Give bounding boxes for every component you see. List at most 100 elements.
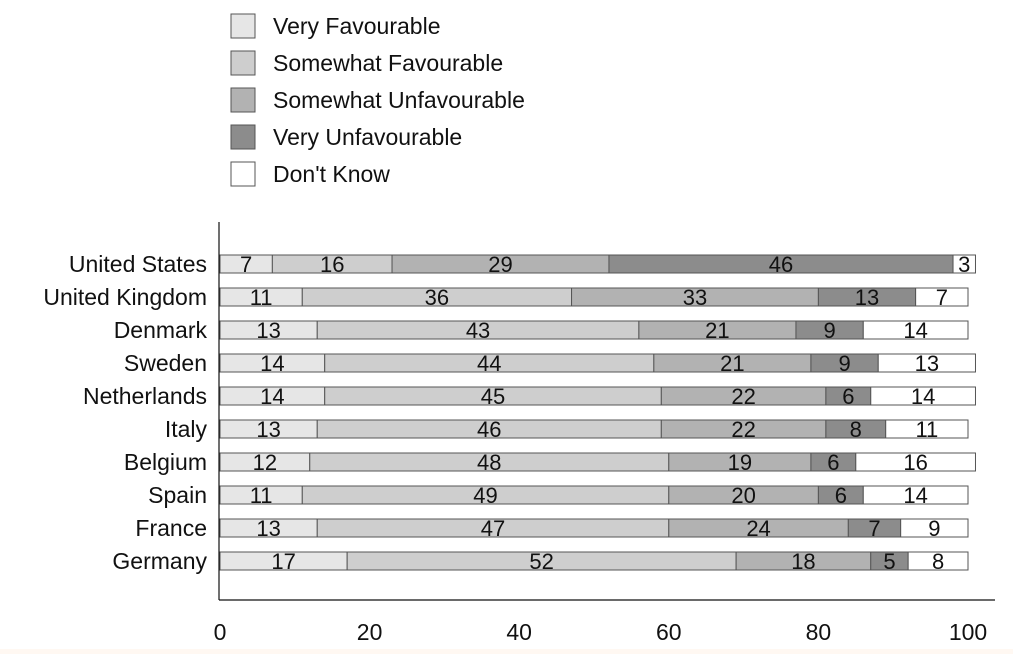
data-label: 46 <box>477 417 501 442</box>
legend-swatch-don-t-know <box>230 161 256 187</box>
bar-segment-don-t-know <box>900 518 969 538</box>
bar-segment-don-t-know <box>907 551 969 571</box>
data-label: 18 <box>791 549 815 574</box>
data-label: 46 <box>769 252 793 277</box>
bar-segment-don-t-know <box>952 254 976 274</box>
bar-row-united-states: 7 16 29 46 3 <box>219 252 976 277</box>
x-tick-label: 40 <box>506 619 532 645</box>
data-label: 43 <box>466 318 490 343</box>
bar-row-spain: 11 49 20 6 14 <box>219 483 969 508</box>
data-label: 11 <box>915 417 938 442</box>
bar-row-italy: 13 46 22 8 11 <box>219 417 969 442</box>
data-label: 16 <box>320 252 344 277</box>
data-label: 13 <box>256 417 280 442</box>
data-label: 16 <box>903 450 927 475</box>
legend-swatch-somewhat-favourable <box>230 50 256 76</box>
y-axis-labels: United States United Kingdom Denmark Sweden… <box>43 251 207 574</box>
y-tick-label: Denmark <box>114 317 208 343</box>
data-label: 14 <box>911 384 935 409</box>
bar-segment-don-t-know <box>870 386 976 406</box>
bar-row-united-kingdom: 11 36 33 13 7 <box>219 285 969 310</box>
data-label: 13 <box>915 351 939 376</box>
data-label: 8 <box>932 549 944 574</box>
data-label: 9 <box>838 351 850 376</box>
data-label: 11 <box>250 483 273 508</box>
legend: Very Favourable Somewhat Favourable Somewh… <box>230 13 525 187</box>
y-tick-label: Spain <box>148 482 207 508</box>
data-label: 6 <box>827 450 839 475</box>
data-label: 8 <box>850 417 862 442</box>
legend-label-very-favourable: Very Favourable <box>273 13 440 39</box>
y-tick-label: Sweden <box>124 350 207 376</box>
data-label: 6 <box>835 483 847 508</box>
data-label: 44 <box>477 351 501 376</box>
bar-row-sweden: 14 44 21 9 13 <box>219 351 976 376</box>
data-label: 49 <box>473 483 497 508</box>
bar-row-germany: 17 52 18 5 8 <box>219 549 969 574</box>
y-tick-label: Italy <box>165 416 208 442</box>
data-label: 12 <box>253 450 277 475</box>
bar-segment-don-t-know <box>862 320 969 340</box>
y-tick-label: United Kingdom <box>43 284 207 310</box>
x-tick-label: 20 <box>357 619 383 645</box>
data-label: 20 <box>731 483 755 508</box>
bar-segment-don-t-know <box>862 485 969 505</box>
data-label: 21 <box>720 351 744 376</box>
legend-label-somewhat-favourable: Somewhat Favourable <box>273 50 503 76</box>
x-tick-label: 0 <box>214 619 227 645</box>
bar-row-netherlands: 14 45 22 6 14 <box>219 384 976 409</box>
y-tick-label: United States <box>69 251 207 277</box>
legend-swatch-somewhat-unfavourable <box>230 87 256 113</box>
bar-row-denmark: 13 43 21 9 14 <box>219 318 969 343</box>
y-tick-label: France <box>135 515 207 541</box>
data-label: 13 <box>256 516 280 541</box>
legend-swatch-very-favourable <box>230 13 256 39</box>
bar-segment-don-t-know <box>915 287 969 307</box>
data-label: 9 <box>823 318 835 343</box>
data-label: 13 <box>256 318 280 343</box>
legend-swatch-very-unfavourable <box>230 124 256 150</box>
data-label: 52 <box>529 549 553 574</box>
data-label: 48 <box>477 450 501 475</box>
bar-row-france: 13 47 24 7 9 <box>219 516 969 541</box>
data-label: 29 <box>488 252 512 277</box>
x-tick-label: 60 <box>656 619 682 645</box>
y-tick-label: Belgium <box>124 449 207 475</box>
data-label: 14 <box>260 384 284 409</box>
data-label: 17 <box>271 549 295 574</box>
data-label: 7 <box>936 285 948 310</box>
bar-row-belgium: 12 48 19 6 16 <box>219 450 976 475</box>
axes <box>218 222 995 601</box>
bar-segment-don-t-know <box>877 353 976 373</box>
data-label: 11 <box>250 285 273 310</box>
data-label: 47 <box>481 516 505 541</box>
x-axis-ticks: 0 20 40 60 80 100 <box>214 619 988 645</box>
data-label: 3 <box>958 252 970 277</box>
data-label: 14 <box>903 483 927 508</box>
y-tick-label: Netherlands <box>83 383 207 409</box>
data-label: 7 <box>868 516 880 541</box>
x-tick-label: 100 <box>949 619 987 645</box>
data-label: 33 <box>683 285 707 310</box>
bar-segment-don-t-know <box>885 419 969 439</box>
legend-label-very-unfavourable: Very Unfavourable <box>273 124 462 150</box>
data-label: 14 <box>260 351 284 376</box>
y-tick-label: Germany <box>112 548 207 574</box>
x-tick-label: 80 <box>806 619 832 645</box>
legend-label-don-t-know: Don't Know <box>273 161 390 187</box>
data-label: 36 <box>425 285 449 310</box>
data-label: 13 <box>855 285 879 310</box>
data-label: 9 <box>928 516 940 541</box>
data-label: 6 <box>842 384 854 409</box>
data-label: 19 <box>728 450 752 475</box>
data-label: 5 <box>883 549 895 574</box>
bar-segment-don-t-know <box>855 452 976 472</box>
data-label: 24 <box>746 516 770 541</box>
data-label: 22 <box>731 417 755 442</box>
data-label: 22 <box>731 384 755 409</box>
data-label: 21 <box>705 318 729 343</box>
data-label: 14 <box>903 318 927 343</box>
